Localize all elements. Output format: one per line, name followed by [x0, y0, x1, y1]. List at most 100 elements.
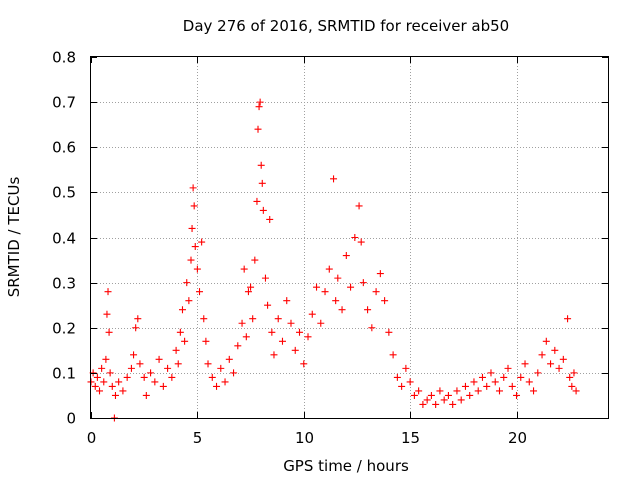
data-point: [93, 373, 101, 381]
data-point: [572, 387, 580, 395]
data-point: [495, 387, 503, 395]
data-point: [240, 265, 248, 273]
y-tick-label: 0: [66, 410, 76, 428]
data-point: [242, 333, 250, 341]
data-point: [266, 215, 274, 223]
data-point: [142, 391, 150, 399]
x-tick-label: 10: [295, 429, 314, 447]
data-point: [368, 324, 376, 332]
data-point: [264, 301, 272, 309]
y-tick-label: 0.6: [52, 139, 76, 157]
data-point: [108, 382, 116, 390]
data-point: [427, 391, 435, 399]
data-point: [96, 387, 104, 395]
data-point: [174, 360, 182, 368]
data-point: [564, 315, 572, 323]
data-point: [136, 360, 144, 368]
data-point: [538, 351, 546, 359]
data-point: [100, 378, 108, 386]
data-point: [200, 315, 208, 323]
x-tick-label: 20: [508, 429, 527, 447]
data-point: [440, 396, 448, 404]
data-point: [300, 360, 308, 368]
data-point: [283, 297, 291, 305]
data-point: [325, 265, 333, 273]
data-point: [247, 283, 255, 291]
data-point: [410, 391, 418, 399]
data-point: [461, 382, 469, 390]
data-point: [189, 184, 197, 192]
data-point: [513, 391, 521, 399]
y-axis-title: SRMTID / TECUs: [5, 177, 23, 298]
data-point: [98, 364, 106, 372]
data-point: [230, 369, 238, 377]
data-point: [103, 310, 111, 318]
data-point: [217, 364, 225, 372]
data-point: [130, 351, 138, 359]
data-point: [181, 337, 189, 345]
data-point: [423, 396, 431, 404]
data-point: [504, 364, 512, 372]
data-point: [164, 364, 172, 372]
data-point: [491, 378, 499, 386]
data-point: [478, 373, 486, 381]
data-point: [555, 364, 563, 372]
data-point: [487, 369, 495, 377]
data-point: [198, 238, 206, 246]
data-point: [389, 351, 397, 359]
data-point: [332, 297, 340, 305]
data-point: [508, 382, 516, 390]
data-point: [296, 328, 304, 336]
data-point: [258, 179, 266, 187]
data-point: [119, 387, 127, 395]
data-point: [530, 387, 538, 395]
data-point: [372, 288, 380, 296]
data-point: [419, 400, 427, 408]
data-point: [521, 360, 529, 368]
data-point: [268, 328, 276, 336]
plot-frame: [90, 56, 609, 419]
data-point: [359, 279, 367, 287]
data-point: [257, 161, 265, 169]
points-layer: [87, 98, 580, 422]
data-point: [534, 369, 542, 377]
data-point: [542, 337, 550, 345]
data-point: [140, 373, 148, 381]
data-point: [244, 288, 252, 296]
data-point: [453, 387, 461, 395]
data-point: [393, 373, 401, 381]
data-point: [347, 283, 355, 291]
data-point: [105, 328, 113, 336]
data-point: [287, 319, 295, 327]
data-point: [178, 306, 186, 314]
data-point: [568, 382, 576, 390]
grid-layer: [91, 57, 608, 418]
x-tick-label: 15: [401, 429, 420, 447]
data-point: [547, 360, 555, 368]
data-point: [159, 382, 167, 390]
y-tick-label: 0.3: [52, 275, 76, 293]
y-tick-label: 0.4: [52, 230, 76, 248]
data-point: [234, 342, 242, 350]
data-point: [123, 373, 131, 381]
data-point: [570, 369, 578, 377]
data-point: [259, 206, 267, 214]
data-point: [188, 224, 196, 232]
data-point: [193, 265, 201, 273]
data-point: [253, 197, 261, 205]
data-point: [330, 175, 338, 183]
data-point: [559, 355, 567, 363]
data-point: [183, 279, 191, 287]
data-point: [147, 369, 155, 377]
data-point: [517, 373, 525, 381]
x-axis-title: GPS time / hours: [283, 457, 409, 475]
data-point: [338, 306, 346, 314]
data-point: [357, 238, 365, 246]
data-point: [168, 373, 176, 381]
data-point: [91, 382, 99, 390]
data-point: [525, 378, 533, 386]
data-point: [251, 256, 259, 264]
data-point: [172, 346, 180, 354]
data-point: [115, 378, 123, 386]
data-point: [566, 373, 574, 381]
